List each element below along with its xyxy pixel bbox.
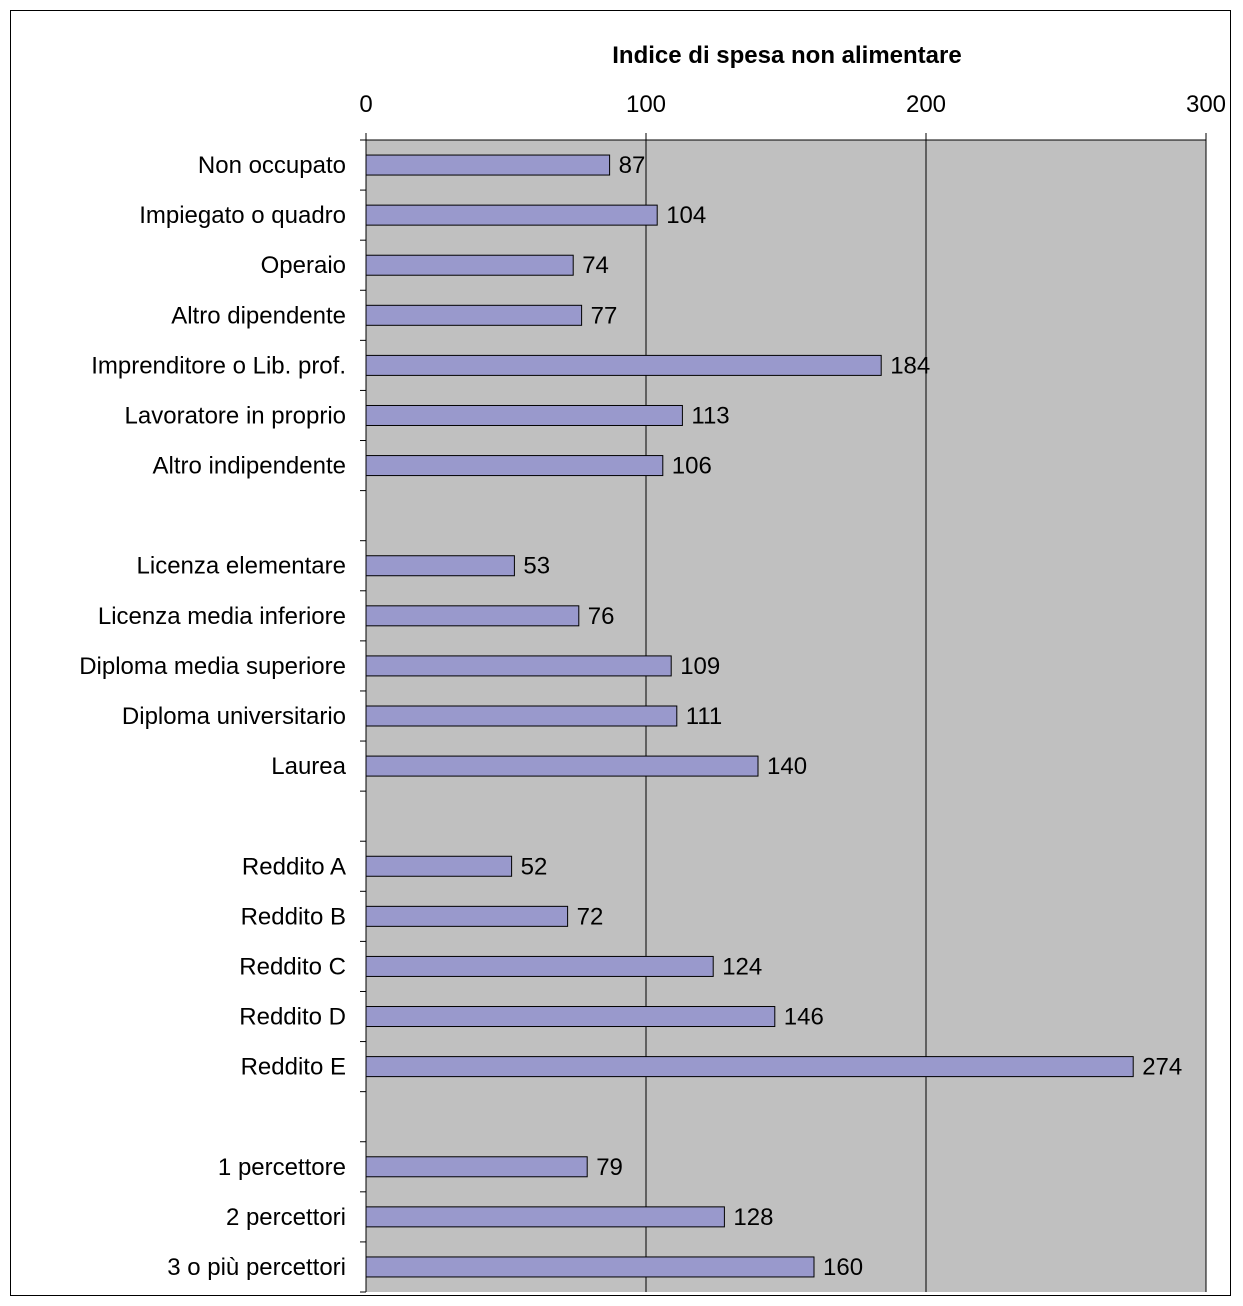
bar <box>365 905 569 927</box>
category-label: Reddito A <box>242 853 346 880</box>
bar <box>365 855 513 877</box>
category-label: Altro dipendente <box>171 302 346 329</box>
category-label: Lavoratore in proprio <box>125 402 346 429</box>
category-label: Imprenditore o Lib. prof. <box>91 352 346 379</box>
data-label: 79 <box>596 1154 623 1181</box>
bar <box>365 555 515 577</box>
data-label: 109 <box>680 653 720 680</box>
bar <box>365 204 658 226</box>
category-label: Licenza media inferiore <box>98 603 346 630</box>
chart-title: Indice di spesa non alimentare <box>612 42 961 69</box>
data-label: 106 <box>672 453 712 480</box>
x-tick-label: 300 <box>1186 91 1226 118</box>
category-label: Reddito E <box>241 1054 346 1081</box>
x-tick-label: 0 <box>359 91 372 118</box>
data-label: 113 <box>691 402 729 429</box>
category-label: Altro indipendente <box>153 453 346 480</box>
data-label: 72 <box>577 903 604 930</box>
data-label: 87 <box>619 152 646 179</box>
category-label: Reddito B <box>241 903 346 930</box>
category-label: Operaio <box>261 252 346 279</box>
category-label: Diploma universitario <box>122 703 346 730</box>
category-label: 3 o più percettori <box>167 1254 346 1281</box>
data-label: 104 <box>666 202 706 229</box>
bar <box>365 1156 588 1178</box>
category-label: Non occupato <box>198 152 346 179</box>
bar <box>365 455 664 477</box>
bar <box>365 705 678 727</box>
data-label: 140 <box>767 753 807 780</box>
data-label: 111 <box>686 703 722 730</box>
data-label: 53 <box>523 553 550 580</box>
bar <box>365 404 683 426</box>
category-label: Laurea <box>271 753 346 780</box>
bar <box>365 354 882 376</box>
data-label: 128 <box>733 1204 773 1231</box>
category-label: Reddito C <box>239 953 346 980</box>
bar <box>365 1056 1134 1078</box>
bar <box>365 304 583 326</box>
category-label: Reddito D <box>239 1004 346 1031</box>
bar <box>365 254 574 276</box>
data-label: 184 <box>890 352 930 379</box>
bar <box>365 1256 815 1278</box>
bar <box>365 605 580 627</box>
data-label: 76 <box>588 603 615 630</box>
category-label: Diploma media superiore <box>79 653 346 680</box>
data-label: 160 <box>823 1254 863 1281</box>
bar <box>365 955 714 977</box>
category-label: 1 percettore <box>218 1154 346 1181</box>
data-label: 146 <box>784 1004 824 1031</box>
x-tick-label: 200 <box>906 91 946 118</box>
data-label: 124 <box>722 953 762 980</box>
category-label: 2 percettori <box>226 1204 346 1231</box>
data-label: 52 <box>521 853 548 880</box>
category-label: Licenza elementare <box>137 553 346 580</box>
bar <box>365 154 611 176</box>
bar <box>365 755 759 777</box>
bar <box>365 655 672 677</box>
data-label: 74 <box>582 252 609 279</box>
x-tick-label: 100 <box>626 91 666 118</box>
category-label: Impiegato o quadro <box>139 202 346 229</box>
bar <box>365 1206 725 1228</box>
data-label: 77 <box>591 302 618 329</box>
data-label: 274 <box>1142 1054 1182 1081</box>
bar <box>365 1006 776 1028</box>
